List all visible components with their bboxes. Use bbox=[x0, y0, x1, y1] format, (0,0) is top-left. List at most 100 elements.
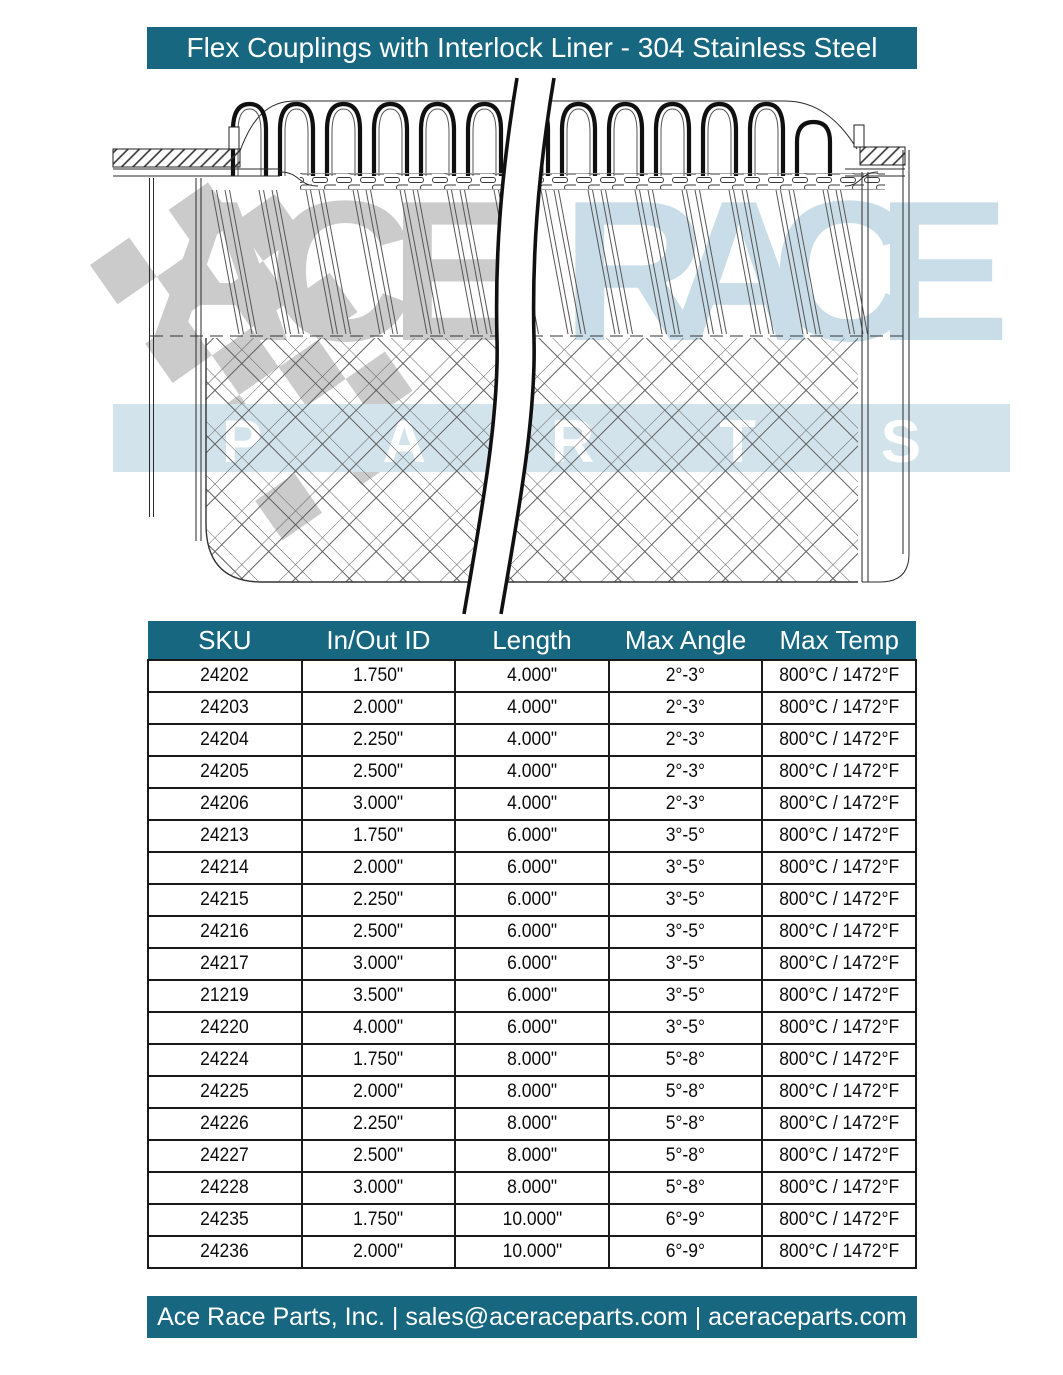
table-cell: 800°C / 1472°F bbox=[761, 883, 917, 917]
table-cell: 2.500" bbox=[300, 755, 457, 789]
interlock-liner-band bbox=[300, 173, 885, 190]
table-row: 24227 2.500" 8.000" 5°-8° 800°C / 1472°F bbox=[147, 1139, 917, 1173]
table-cell: 2.000" bbox=[300, 1235, 457, 1269]
table-cell: 10.000" bbox=[454, 1203, 610, 1237]
footer-text: Ace Race Parts, Inc. | sales@aceracepart… bbox=[157, 1302, 907, 1331]
spec-table: SKU In/Out ID Length Max Angle Max Temp 2420… bbox=[147, 621, 917, 1269]
table-cell: 800°C / 1472°F bbox=[761, 1235, 917, 1269]
table-cell: 2.250" bbox=[300, 1107, 457, 1141]
table-cell: 24206 bbox=[147, 787, 303, 821]
table-cell: 3.000" bbox=[300, 1171, 457, 1205]
spec-table-body: 24202 1.750" 4.000" 2°-3° 800°C / 1472°F 2420… bbox=[147, 659, 917, 1269]
table-cell: 3°-5° bbox=[607, 947, 764, 981]
table-cell: 24227 bbox=[147, 1139, 303, 1173]
table-row: 24235 1.750" 10.000" 6°-9° 800°C / 1472°F bbox=[147, 1203, 917, 1237]
table-cell: 4.000" bbox=[454, 659, 610, 693]
table-cell: 2°-3° bbox=[607, 691, 764, 725]
table-cell: 800°C / 1472°F bbox=[761, 787, 917, 821]
table-cell: 800°C / 1472°F bbox=[761, 1043, 917, 1077]
table-cell: 2.000" bbox=[300, 1075, 457, 1109]
table-cell: 5°-8° bbox=[607, 1075, 764, 1109]
table-cell: 4.000" bbox=[454, 691, 610, 725]
table-cell: 800°C / 1472°F bbox=[761, 1075, 917, 1109]
table-cell: 800°C / 1472°F bbox=[761, 1171, 917, 1205]
table-cell: 4.000" bbox=[300, 1011, 457, 1045]
table-row: 24205 2.500" 4.000" 2°-3° 800°C / 1472°F bbox=[147, 755, 917, 789]
spec-table-head-row: SKU In/Out ID Length Max Angle Max Temp bbox=[148, 621, 916, 660]
table-cell: 8.000" bbox=[454, 1043, 610, 1077]
table-cell: 1.750" bbox=[300, 1203, 457, 1237]
table-cell: 1.750" bbox=[300, 1043, 457, 1077]
break-lines bbox=[462, 77, 556, 615]
title-bar: Flex Couplings with Interlock Liner - 30… bbox=[147, 27, 917, 69]
table-cell: 3°-5° bbox=[607, 883, 764, 917]
table-cell: 24235 bbox=[147, 1203, 303, 1237]
footer-bar: Ace Race Parts, Inc. | sales@aceracepart… bbox=[147, 1296, 917, 1338]
table-cell: 800°C / 1472°F bbox=[761, 915, 917, 949]
table-cell: 24228 bbox=[147, 1171, 303, 1205]
page-title: Flex Couplings with Interlock Liner - 30… bbox=[186, 32, 878, 63]
table-cell: 800°C / 1472°F bbox=[761, 659, 917, 693]
table-cell: 8.000" bbox=[454, 1107, 610, 1141]
table-cell: 2°-3° bbox=[607, 755, 764, 789]
table-cell: 3°-5° bbox=[607, 819, 764, 853]
table-cell: 800°C / 1472°F bbox=[761, 723, 917, 757]
table-cell: 8.000" bbox=[454, 1139, 610, 1173]
table-cell: 24217 bbox=[147, 947, 303, 981]
table-cell: 5°-8° bbox=[607, 1107, 764, 1141]
table-cell: 3°-5° bbox=[607, 979, 764, 1013]
table-cell: 2.250" bbox=[300, 723, 457, 757]
table-row: 24202 1.750" 4.000" 2°-3° 800°C / 1472°F bbox=[147, 659, 917, 693]
table-cell: 8.000" bbox=[454, 1075, 610, 1109]
table-cell: 800°C / 1472°F bbox=[761, 755, 917, 789]
table-row: 24213 1.750" 6.000" 3°-5° 800°C / 1472°F bbox=[147, 819, 917, 853]
table-row: 24215 2.250" 6.000" 3°-5° 800°C / 1472°F bbox=[147, 883, 917, 917]
table-cell: 2.500" bbox=[300, 915, 457, 949]
braid-section bbox=[205, 338, 858, 583]
table-cell: 800°C / 1472°F bbox=[761, 1107, 917, 1141]
table-cell: 5°-8° bbox=[607, 1043, 764, 1077]
table-cell: 24213 bbox=[147, 819, 303, 853]
coupling-line-art bbox=[112, 100, 910, 583]
table-cell: 5°-8° bbox=[607, 1139, 764, 1173]
table-cell: 24216 bbox=[147, 915, 303, 949]
table-cell: 3.000" bbox=[300, 947, 457, 981]
table-cell: 24225 bbox=[147, 1075, 303, 1109]
table-cell: 24205 bbox=[147, 755, 303, 789]
table-cell: 3°-5° bbox=[607, 851, 764, 885]
column-header: In/Out ID bbox=[326, 624, 431, 655]
table-cell: 800°C / 1472°F bbox=[761, 691, 917, 725]
table-cell: 800°C / 1472°F bbox=[761, 979, 917, 1013]
column-header: Max Temp bbox=[779, 624, 899, 655]
table-row: 24206 3.000" 4.000" 2°-3° 800°C / 1472°F bbox=[147, 787, 917, 821]
table-cell: 800°C / 1472°F bbox=[761, 1011, 917, 1045]
table-cell: 3°-5° bbox=[607, 1011, 764, 1045]
table-cell: 6.000" bbox=[454, 883, 610, 917]
table-row: 24228 3.000" 8.000" 5°-8° 800°C / 1472°F bbox=[147, 1171, 917, 1205]
table-row: 24236 2.000" 10.000" 6°-9° 800°C / 1472°F bbox=[147, 1235, 917, 1269]
table-cell: 21219 bbox=[147, 979, 303, 1013]
table-cell: 6.000" bbox=[454, 947, 610, 981]
table-cell: 2°-3° bbox=[607, 787, 764, 821]
table-cell: 800°C / 1472°F bbox=[761, 851, 917, 885]
right-end-fitting bbox=[844, 124, 910, 583]
column-header: Max Angle bbox=[624, 624, 747, 655]
table-cell: 3°-5° bbox=[607, 915, 764, 949]
table-cell: 1.750" bbox=[300, 819, 457, 853]
table-cell: 2.000" bbox=[300, 691, 457, 725]
table-cell: 8.000" bbox=[454, 1171, 610, 1205]
table-cell: 800°C / 1472°F bbox=[761, 819, 917, 853]
table-row: 24224 1.750" 8.000" 5°-8° 800°C / 1472°F bbox=[147, 1043, 917, 1077]
table-row: 21219 3.500" 6.000" 3°-5° 800°C / 1472°F bbox=[147, 979, 917, 1013]
column-header: SKU bbox=[198, 624, 252, 655]
table-cell: 24204 bbox=[147, 723, 303, 757]
table-row: 24226 2.250" 8.000" 5°-8° 800°C / 1472°F bbox=[147, 1107, 917, 1141]
table-cell: 24203 bbox=[147, 691, 303, 725]
table-row: 24216 2.500" 6.000" 3°-5° 800°C / 1472°F bbox=[147, 915, 917, 949]
table-row: 24204 2.250" 4.000" 2°-3° 800°C / 1472°F bbox=[147, 723, 917, 757]
table-cell: 24236 bbox=[147, 1235, 303, 1269]
table-cell: 6.000" bbox=[454, 819, 610, 853]
table-cell: 2°-3° bbox=[607, 659, 764, 693]
column-header: Length bbox=[492, 624, 572, 655]
table-cell: 6°-9° bbox=[607, 1203, 764, 1237]
